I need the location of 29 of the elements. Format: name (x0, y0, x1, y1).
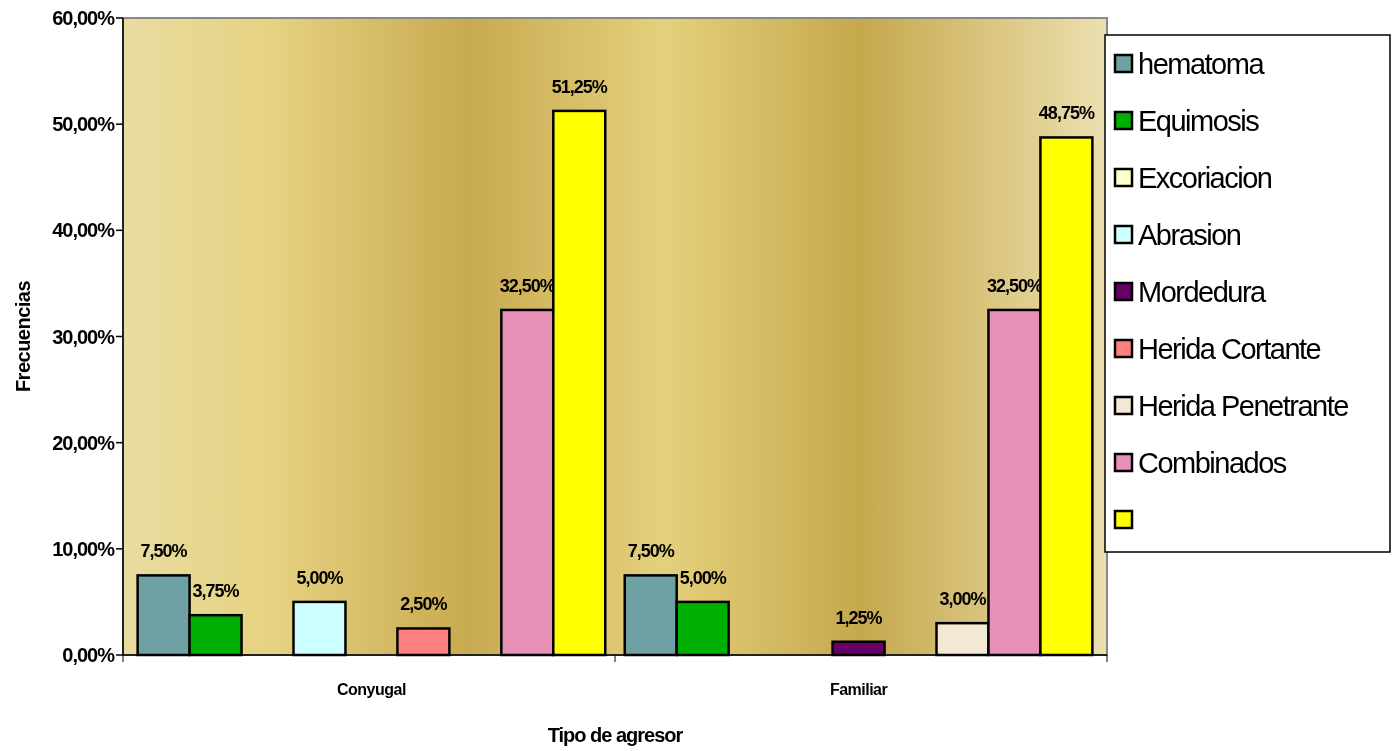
legend-label: Equimosis (1138, 105, 1260, 138)
y-axis-title: Frecuencias (12, 280, 34, 393)
legend-label: Combinados (1138, 447, 1287, 480)
x-tick-label: Conyugal (336, 681, 406, 698)
data-label: 3,75% (192, 581, 240, 602)
data-label: 1,25% (835, 607, 883, 628)
legend-label: Excoriacion (1138, 162, 1272, 195)
y-tick-label: 60,00% (52, 7, 116, 29)
y-tick-label: 20,00% (52, 431, 116, 454)
data-label: 3,00% (939, 589, 987, 610)
x-axis-title: Tipo de agresor (547, 724, 684, 746)
legend-label: Abrasion (1138, 219, 1241, 252)
legend-label: Mordedura (1138, 276, 1268, 309)
x-tick-label: Familiar (829, 681, 888, 698)
legend-label: hematoma (1138, 48, 1266, 81)
data-label: 7,50% (627, 541, 675, 562)
y-tick-label: 50,00% (52, 113, 116, 136)
y-tick-label: 0,00% (62, 644, 116, 666)
y-tick-label: 40,00% (52, 219, 116, 242)
data-label: 51,25% (551, 76, 608, 97)
legend-label: Herida Cortante (1138, 333, 1321, 366)
y-tick-label: 30,00% (52, 325, 116, 348)
data-label: 2,50% (400, 594, 448, 615)
y-tick-label: 10,00% (52, 537, 116, 560)
legend-label: Herida Penetrante (1138, 390, 1349, 423)
data-label: 5,00% (296, 567, 344, 588)
data-label: 5,00% (679, 567, 727, 588)
data-label: 48,75% (1038, 103, 1095, 124)
data-label: 7,50% (140, 541, 188, 562)
